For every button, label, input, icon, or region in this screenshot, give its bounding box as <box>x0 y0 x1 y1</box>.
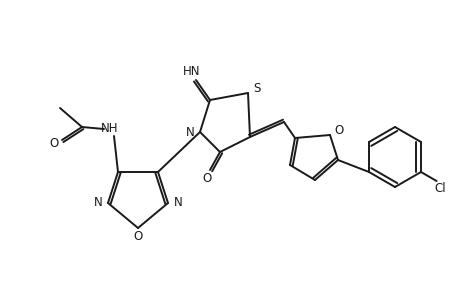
Text: O: O <box>133 230 142 244</box>
Text: S: S <box>253 82 260 94</box>
Text: N: N <box>173 196 182 209</box>
Text: Cl: Cl <box>434 182 445 194</box>
Text: N: N <box>94 196 102 209</box>
Text: O: O <box>202 172 211 185</box>
Text: O: O <box>49 136 58 149</box>
Text: N: N <box>185 125 194 139</box>
Text: O: O <box>334 124 343 136</box>
Text: HN: HN <box>183 64 200 77</box>
Text: NH: NH <box>101 122 118 134</box>
